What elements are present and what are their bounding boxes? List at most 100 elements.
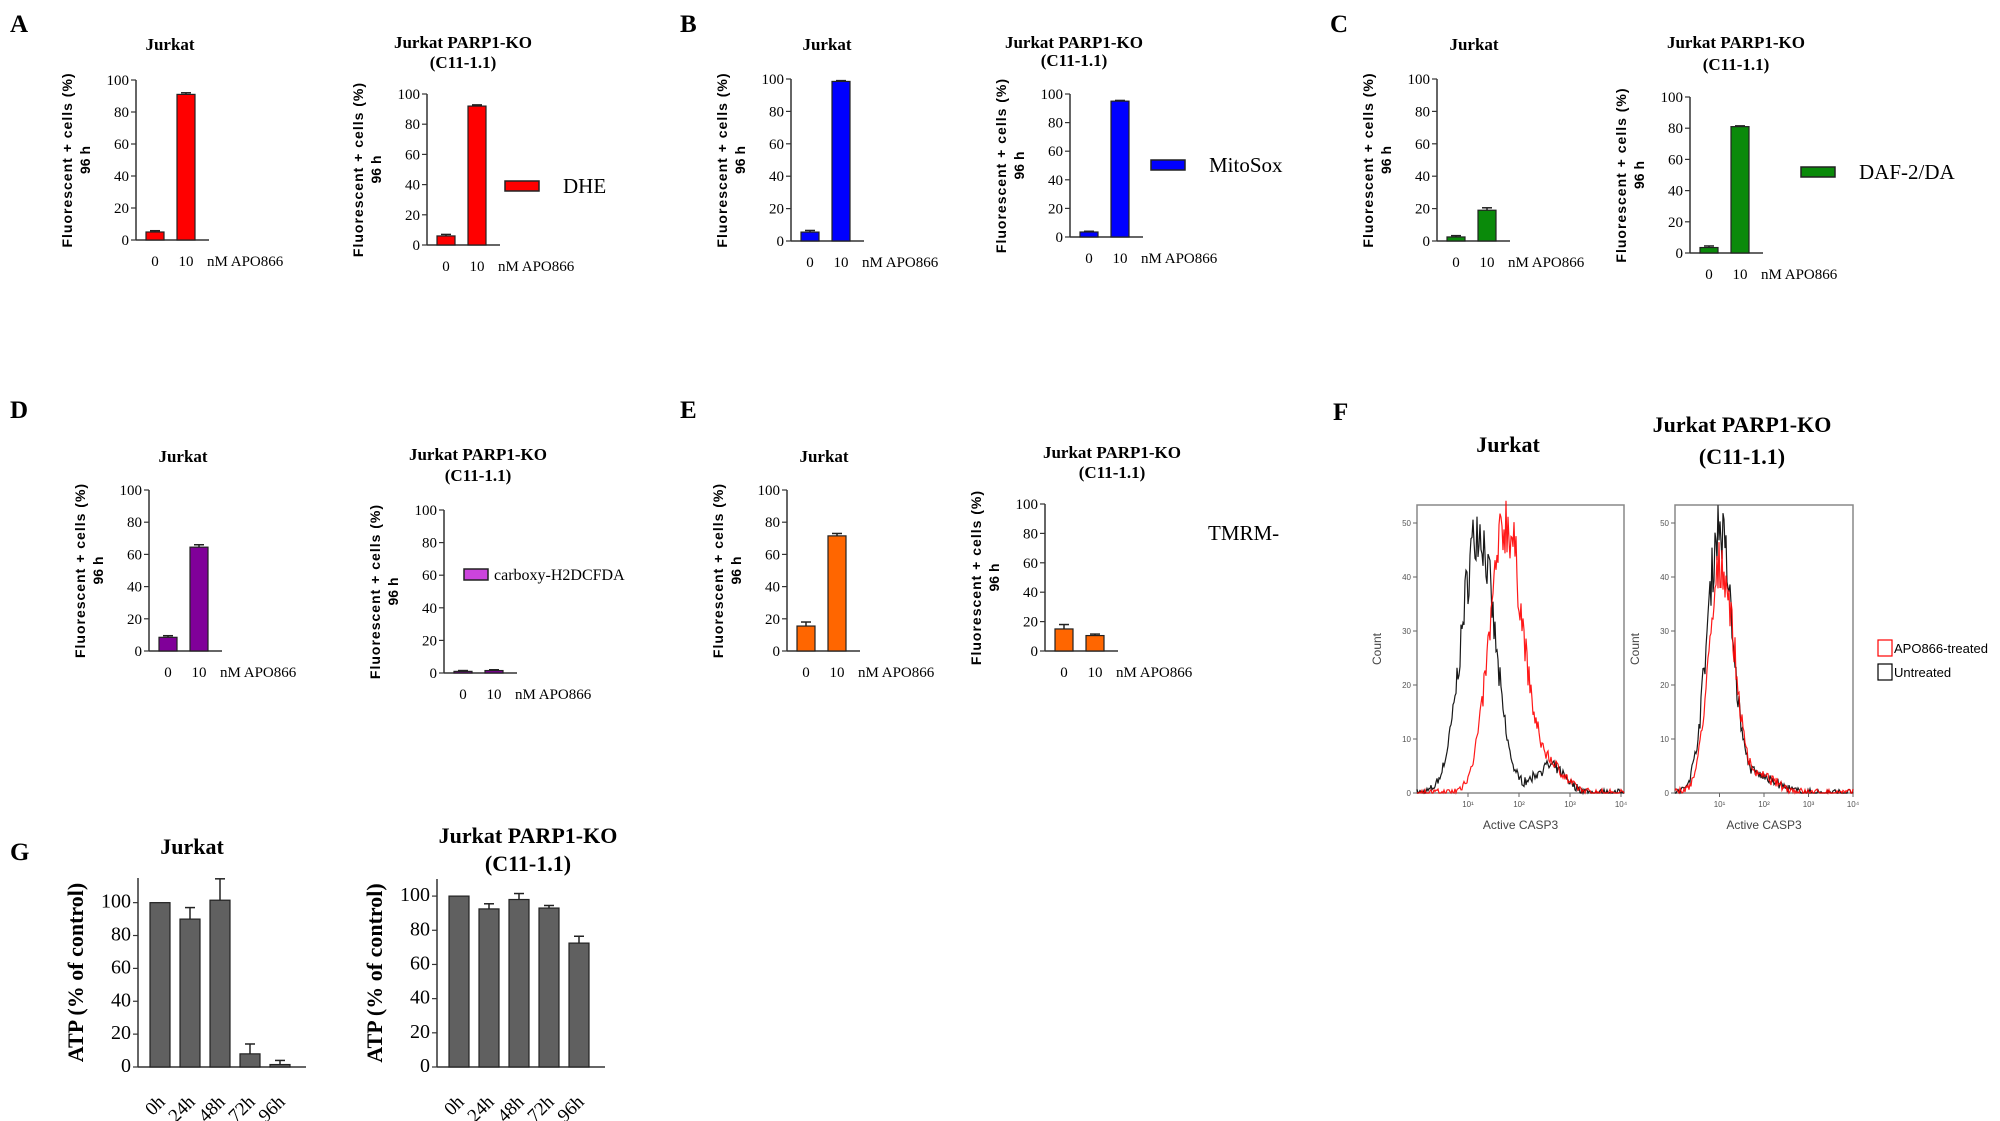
y-axis-label-line2: 96 h	[385, 577, 401, 605]
bar	[568, 942, 590, 1068]
x-tick-label: 0	[1060, 665, 1068, 681]
bar	[145, 231, 165, 241]
y-tick-label: 0	[1056, 230, 1064, 246]
bar	[189, 546, 209, 652]
chart-title: (C11-1.1)	[485, 851, 571, 876]
y-axis-label-line2: 96 h	[77, 146, 93, 174]
legend-swatch	[463, 568, 489, 581]
y-tick-label: 40	[769, 169, 784, 185]
bar	[158, 636, 178, 652]
bar	[1110, 100, 1130, 238]
y-tick-label: 60	[1415, 137, 1430, 153]
y-tick-label: 80	[405, 117, 420, 133]
y-tick-label: 40	[1415, 169, 1430, 185]
y-tick-label: 60	[769, 137, 784, 153]
x-tick-label: 10²	[1513, 800, 1525, 809]
y-tick-label: 80	[1023, 526, 1038, 542]
chart-title: Jurkat	[1449, 35, 1498, 54]
y-tick-label: 80	[1048, 116, 1063, 132]
bar	[149, 902, 171, 1068]
chart-title: Jurkat PARP1-KO	[409, 445, 547, 464]
chart-title: Jurkat PARP1-KO	[1043, 443, 1181, 462]
y-tick-label: 100	[107, 73, 130, 89]
legend-label: Untreated	[1894, 665, 1951, 680]
x-tick-label: 0	[1085, 251, 1093, 267]
bar	[448, 895, 470, 1068]
chart-title: (C11-1.1)	[430, 53, 497, 72]
y-tick-label: 60	[1023, 556, 1038, 572]
y-tick-label: 50	[1660, 519, 1669, 528]
y-tick-label: 20	[127, 612, 142, 628]
x-tick-label: 0	[442, 259, 450, 275]
y-tick-label: 80	[1415, 104, 1430, 120]
legend-label: APO866-treated	[1894, 641, 1988, 656]
y-axis-label: Fluorescent + cells (%)	[367, 504, 383, 679]
y-axis-label: ATP (% of control)	[362, 883, 387, 1062]
y-axis-label-line2: 96 h	[728, 556, 744, 584]
chart-title: Jurkat PARP1-KO	[439, 823, 618, 848]
y-tick-label: 50	[1402, 519, 1411, 528]
x-tick-label: 0	[151, 254, 159, 270]
chart-title: Jurkat	[145, 35, 194, 54]
x-tick-label: 0	[164, 665, 172, 681]
x-tick-label: 10	[470, 259, 485, 275]
chart-title: (C11-1.1)	[1699, 444, 1785, 469]
bar	[436, 235, 456, 246]
x-tick-label: 0	[1452, 255, 1460, 271]
bar	[538, 907, 560, 1068]
y-tick-label: 40	[1660, 573, 1669, 582]
y-tick-label: 60	[114, 137, 129, 153]
y-tick-label: 40	[422, 601, 437, 617]
x-tick-label: 0h	[440, 1091, 469, 1120]
y-tick-label: 40	[410, 987, 430, 1009]
legend-label: DAF-2/DA	[1859, 160, 1956, 184]
x-tick-label: 24h	[165, 1091, 200, 1121]
x-tick-label: 48h	[195, 1091, 230, 1121]
plot-frame	[1674, 504, 1854, 794]
bar	[1446, 236, 1466, 242]
histogram-curve-apo866-treated	[1417, 500, 1625, 795]
y-tick-label: 80	[769, 104, 784, 120]
y-tick-label: 40	[1023, 585, 1038, 601]
y-axis-label: Fluorescent + cells (%)	[59, 72, 75, 247]
y-axis-label: Fluorescent + cells (%)	[72, 483, 88, 658]
y-tick-label: 10	[1402, 735, 1411, 744]
x-axis-label: Active CASP3	[1483, 818, 1559, 832]
y-tick-label: 20	[1023, 615, 1038, 631]
x-tick-label: 10	[487, 687, 502, 703]
y-tick-label: 80	[127, 515, 142, 531]
legend-swatch	[1877, 639, 1893, 657]
bar	[831, 80, 851, 242]
bar	[1054, 628, 1074, 652]
bar	[484, 669, 504, 674]
y-tick-label: 20	[111, 1022, 131, 1044]
plot-frame	[1416, 504, 1625, 794]
bar	[508, 898, 530, 1068]
x-tick-label: 48h	[494, 1091, 529, 1121]
x-tick-label: 10⁴	[1615, 800, 1628, 809]
legend-swatch	[1800, 166, 1836, 178]
y-axis-label-line2: 96 h	[1011, 151, 1027, 179]
histogram-curve-untreated	[1416, 516, 1624, 796]
panel-label-c: C	[1330, 11, 1348, 38]
bar	[179, 918, 201, 1068]
chart-title: (C11-1.1)	[1079, 463, 1146, 482]
y-tick-label: 40	[1402, 573, 1411, 582]
y-tick-label: 60	[127, 547, 142, 563]
legend-label: TMRM-	[1208, 521, 1279, 545]
x-axis-label: Active CASP3	[1726, 818, 1802, 832]
y-tick-label: 20	[1668, 215, 1683, 231]
y-tick-label: 30	[1402, 627, 1411, 636]
y-tick-label: 30	[1660, 627, 1669, 636]
chart-title: Jurkat	[1476, 432, 1540, 457]
y-tick-label: 60	[765, 547, 780, 563]
y-tick-label: 80	[114, 105, 129, 121]
y-tick-label: 0	[1423, 234, 1431, 250]
x-unit-label: nM APO866	[1761, 267, 1838, 283]
y-tick-label: 80	[422, 536, 437, 552]
bar	[827, 535, 847, 652]
x-tick-label: 10	[1733, 267, 1748, 283]
y-tick-label: 60	[405, 147, 420, 163]
y-tick-label: 100	[762, 72, 785, 88]
